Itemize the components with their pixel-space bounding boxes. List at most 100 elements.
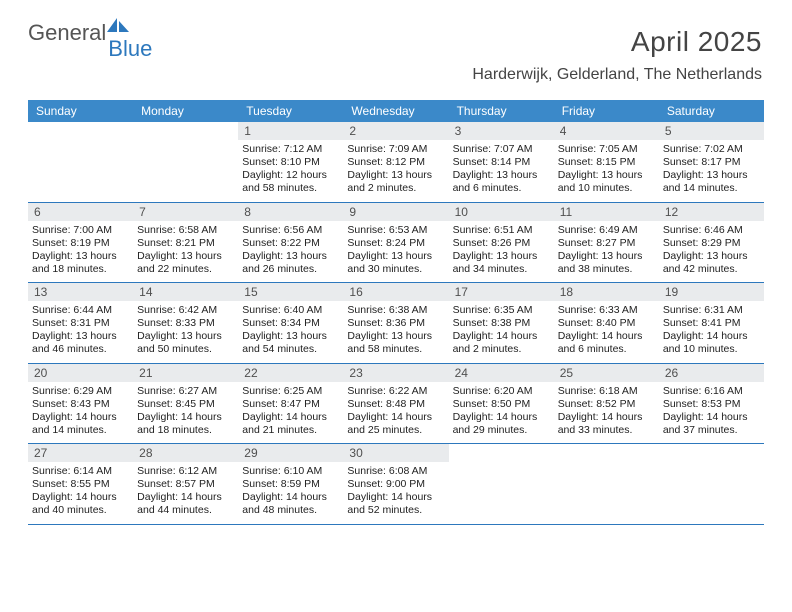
sunset-text: Sunset: 8:59 PM [242,478,339,491]
day-number: 29 [238,444,343,462]
day-number: 5 [659,122,764,140]
sunrise-text: Sunrise: 6:51 AM [453,224,550,237]
day-cell: 18Sunrise: 6:33 AMSunset: 8:40 PMDayligh… [554,283,659,363]
sunset-text: Sunset: 8:38 PM [453,317,550,330]
day-content: Sunrise: 6:22 AMSunset: 8:48 PMDaylight:… [343,382,448,444]
weekday-header-row: SundayMondayTuesdayWednesdayThursdayFrid… [28,100,764,122]
sunrise-text: Sunrise: 7:09 AM [347,143,444,156]
day-number: 18 [554,283,659,301]
sunset-text: Sunset: 8:19 PM [32,237,129,250]
calendar: SundayMondayTuesdayWednesdayThursdayFrid… [28,100,764,525]
day-cell: 28Sunrise: 6:12 AMSunset: 8:57 PMDayligh… [133,444,238,524]
sunrise-text: Sunrise: 6:35 AM [453,304,550,317]
sunset-text: Sunset: 8:34 PM [242,317,339,330]
sunset-text: Sunset: 8:15 PM [558,156,655,169]
day-cell: 6Sunrise: 7:00 AMSunset: 8:19 PMDaylight… [28,203,133,283]
day-cell [133,122,238,202]
week-row: 1Sunrise: 7:12 AMSunset: 8:10 PMDaylight… [28,122,764,203]
day-number: 13 [28,283,133,301]
daylight-text: Daylight: 13 hours and 46 minutes. [32,330,129,356]
day-cell: 29Sunrise: 6:10 AMSunset: 8:59 PMDayligh… [238,444,343,524]
sunset-text: Sunset: 8:40 PM [558,317,655,330]
day-cell: 17Sunrise: 6:35 AMSunset: 8:38 PMDayligh… [449,283,554,363]
day-content: Sunrise: 6:20 AMSunset: 8:50 PMDaylight:… [449,382,554,444]
sunset-text: Sunset: 8:45 PM [137,398,234,411]
day-content: Sunrise: 6:16 AMSunset: 8:53 PMDaylight:… [659,382,764,444]
daylight-text: Daylight: 13 hours and 34 minutes. [453,250,550,276]
sunset-text: Sunset: 8:14 PM [453,156,550,169]
day-content [449,462,554,520]
daylight-text: Daylight: 14 hours and 2 minutes. [453,330,550,356]
daylight-text: Daylight: 14 hours and 40 minutes. [32,491,129,517]
day-number: 22 [238,364,343,382]
day-cell: 10Sunrise: 6:51 AMSunset: 8:26 PMDayligh… [449,203,554,283]
day-number: 10 [449,203,554,221]
sunset-text: Sunset: 9:00 PM [347,478,444,491]
day-number: 21 [133,364,238,382]
day-content: Sunrise: 6:10 AMSunset: 8:59 PMDaylight:… [238,462,343,524]
weekday-header: Thursday [449,100,554,122]
sunrise-text: Sunrise: 6:25 AM [242,385,339,398]
logo-sail-icon [107,16,129,32]
day-number: 9 [343,203,448,221]
daylight-text: Daylight: 13 hours and 2 minutes. [347,169,444,195]
week-row: 6Sunrise: 7:00 AMSunset: 8:19 PMDaylight… [28,203,764,284]
day-content [28,140,133,198]
day-cell [449,444,554,524]
day-content: Sunrise: 7:00 AMSunset: 8:19 PMDaylight:… [28,221,133,283]
day-content: Sunrise: 6:33 AMSunset: 8:40 PMDaylight:… [554,301,659,363]
sunrise-text: Sunrise: 6:58 AM [137,224,234,237]
day-number: 11 [554,203,659,221]
day-content: Sunrise: 6:12 AMSunset: 8:57 PMDaylight:… [133,462,238,524]
day-content: Sunrise: 6:08 AMSunset: 9:00 PMDaylight:… [343,462,448,524]
daylight-text: Daylight: 13 hours and 26 minutes. [242,250,339,276]
sunrise-text: Sunrise: 6:33 AM [558,304,655,317]
day-number: 23 [343,364,448,382]
day-number: 19 [659,283,764,301]
sunrise-text: Sunrise: 6:31 AM [663,304,760,317]
day-cell [659,444,764,524]
day-cell: 12Sunrise: 6:46 AMSunset: 8:29 PMDayligh… [659,203,764,283]
sunset-text: Sunset: 8:57 PM [137,478,234,491]
daylight-text: Daylight: 14 hours and 29 minutes. [453,411,550,437]
day-number: 15 [238,283,343,301]
day-cell: 8Sunrise: 6:56 AMSunset: 8:22 PMDaylight… [238,203,343,283]
day-cell: 1Sunrise: 7:12 AMSunset: 8:10 PMDaylight… [238,122,343,202]
sunset-text: Sunset: 8:27 PM [558,237,655,250]
daylight-text: Daylight: 14 hours and 52 minutes. [347,491,444,517]
weekday-header: Wednesday [343,100,448,122]
day-number: 24 [449,364,554,382]
day-content: Sunrise: 6:25 AMSunset: 8:47 PMDaylight:… [238,382,343,444]
day-content: Sunrise: 6:44 AMSunset: 8:31 PMDaylight:… [28,301,133,363]
day-cell: 11Sunrise: 6:49 AMSunset: 8:27 PMDayligh… [554,203,659,283]
day-cell: 26Sunrise: 6:16 AMSunset: 8:53 PMDayligh… [659,364,764,444]
day-cell: 24Sunrise: 6:20 AMSunset: 8:50 PMDayligh… [449,364,554,444]
day-number: 14 [133,283,238,301]
sunset-text: Sunset: 8:36 PM [347,317,444,330]
sunset-text: Sunset: 8:21 PM [137,237,234,250]
sunrise-text: Sunrise: 6:18 AM [558,385,655,398]
day-content: Sunrise: 6:14 AMSunset: 8:55 PMDaylight:… [28,462,133,524]
day-content [659,462,764,520]
sunrise-text: Sunrise: 7:05 AM [558,143,655,156]
weekday-header: Monday [133,100,238,122]
sunset-text: Sunset: 8:41 PM [663,317,760,330]
daylight-text: Daylight: 13 hours and 58 minutes. [347,330,444,356]
sunset-text: Sunset: 8:10 PM [242,156,339,169]
day-cell: 4Sunrise: 7:05 AMSunset: 8:15 PMDaylight… [554,122,659,202]
weekday-header: Sunday [28,100,133,122]
day-number: 1 [238,122,343,140]
daylight-text: Daylight: 14 hours and 33 minutes. [558,411,655,437]
sunrise-text: Sunrise: 6:29 AM [32,385,129,398]
sunrise-text: Sunrise: 7:02 AM [663,143,760,156]
sunset-text: Sunset: 8:31 PM [32,317,129,330]
day-number: 6 [28,203,133,221]
day-content: Sunrise: 7:02 AMSunset: 8:17 PMDaylight:… [659,140,764,202]
sunset-text: Sunset: 8:47 PM [242,398,339,411]
sunset-text: Sunset: 8:43 PM [32,398,129,411]
sunset-text: Sunset: 8:29 PM [663,237,760,250]
day-content: Sunrise: 6:40 AMSunset: 8:34 PMDaylight:… [238,301,343,363]
daylight-text: Daylight: 14 hours and 6 minutes. [558,330,655,356]
daylight-text: Daylight: 14 hours and 18 minutes. [137,411,234,437]
day-content: Sunrise: 6:38 AMSunset: 8:36 PMDaylight:… [343,301,448,363]
